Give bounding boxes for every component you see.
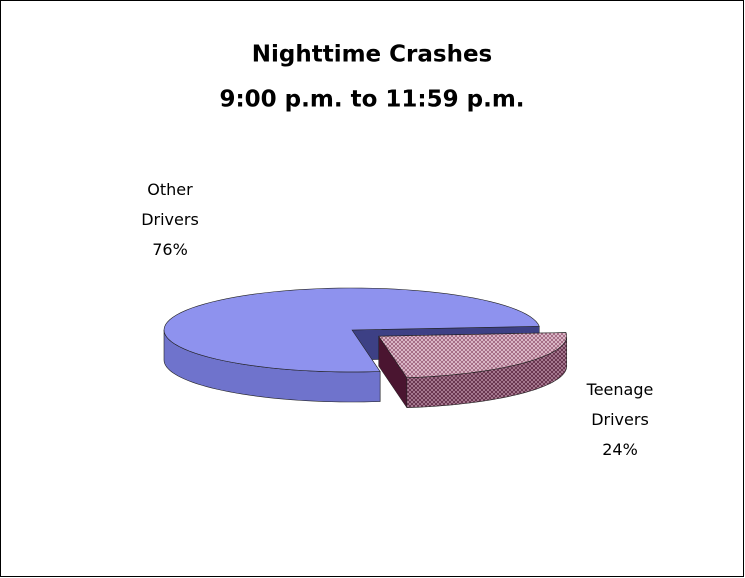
slice <box>378 332 568 379</box>
chart-title: Nighttime Crashes <box>252 42 493 68</box>
slice-value-label: 76% <box>152 240 188 259</box>
slice-value-label: 24% <box>602 440 638 459</box>
slice <box>163 287 540 373</box>
chart-subtitle: 9:00 p.m. to 11:59 p.m. <box>219 87 524 113</box>
slice-label: Other Drivers <box>141 180 199 229</box>
slice-label: Teenage Drivers <box>586 380 654 429</box>
